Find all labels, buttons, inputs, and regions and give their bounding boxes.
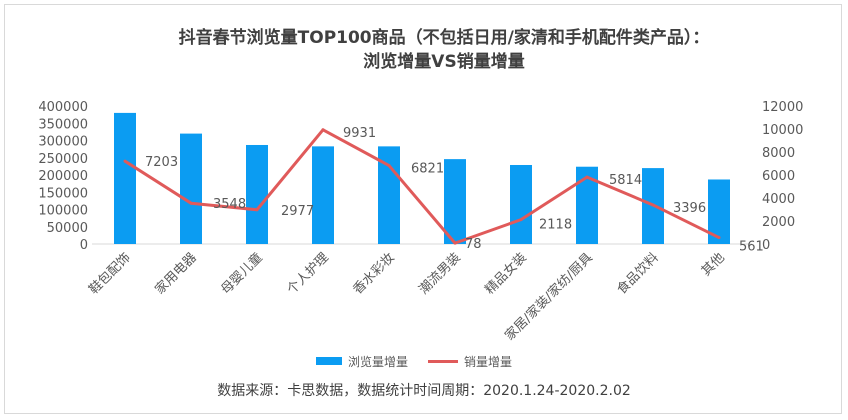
x-tick-label: 香水彩妆 (350, 250, 397, 297)
legend-label-views: 浏览量增量 (348, 354, 409, 369)
y-left-tick-label: 250000 (38, 152, 88, 167)
legend-item-views: 浏览量增量 (316, 352, 408, 370)
y-left-tick-label: 400000 (38, 100, 88, 115)
line-point (387, 164, 391, 168)
chart-title: 抖音春节浏览量TOP100商品（不包括日用/家清和手机配件类产品）： 浏览增量V… (0, 26, 848, 74)
y-left-tick-label: 50000 (47, 221, 88, 236)
y-right-tick-label: 0 (762, 238, 770, 253)
y-left-tick-label: 150000 (38, 186, 88, 201)
y-left-tick-label: 100000 (38, 204, 88, 219)
y-right-tick-label: 8000 (762, 146, 795, 161)
data-label: 5814 (609, 173, 642, 188)
chart-legend: 浏览量增量 销量增量 (0, 352, 848, 370)
x-tick-label: 食品饮料 (614, 250, 662, 298)
line-point (519, 218, 523, 222)
chart-frame (4, 4, 842, 414)
data-label: 3548 (213, 197, 246, 212)
x-tick-label: 个人护理 (284, 250, 331, 297)
line-point (123, 159, 127, 163)
y-right-tick-label: 4000 (762, 192, 795, 207)
x-tick-label: 鞋包配饰 (86, 250, 134, 298)
y-left-tick-label: 350000 (38, 117, 88, 132)
bar (246, 144, 268, 244)
x-tick-label: 精品女装 (482, 250, 530, 298)
y-left-tick-label: 300000 (38, 135, 88, 150)
y-left-tick-label: 200000 (38, 169, 88, 184)
line-point (651, 203, 655, 207)
legend-item-sales: 销量增量 (428, 352, 512, 370)
data-label: 2118 (539, 218, 572, 233)
y-right-tick-label: 12000 (762, 100, 803, 115)
legend-line-swatch (428, 359, 458, 363)
bar (114, 112, 136, 245)
data-label: 78 (465, 237, 482, 252)
y-right-tick-label: 10000 (762, 123, 803, 138)
line-point (189, 201, 193, 205)
bar (312, 146, 334, 244)
line-point (255, 208, 259, 212)
data-label: 3396 (673, 201, 706, 216)
data-label: 561 (739, 240, 764, 255)
bar (708, 179, 730, 244)
y-right-tick-label: 2000 (762, 215, 795, 230)
chart-title-line2: 浏览增量VS销量增量 (363, 52, 525, 72)
line-point (585, 175, 589, 179)
x-tick-label: 其他 (699, 250, 728, 279)
legend-bar-swatch (316, 357, 342, 365)
source-note: 数据来源：卡思数据，数据统计时间周期：2020.1.24-2020.2.02 (217, 383, 631, 399)
bar (576, 166, 598, 244)
bar (510, 164, 532, 244)
legend-label-sales: 销量增量 (464, 354, 513, 369)
x-tick-label: 家用电器 (152, 250, 200, 298)
data-label: 2977 (281, 204, 314, 219)
data-label: 7203 (145, 155, 178, 170)
bar (180, 133, 202, 244)
line-point (717, 236, 721, 240)
x-tick-label: 母婴儿童 (218, 250, 266, 298)
line-point (453, 241, 457, 245)
chart-title-line1: 抖音春节浏览量TOP100商品（不包括日用/家清和手机配件类产品）： (178, 28, 710, 48)
bar (444, 159, 466, 244)
data-label: 9931 (343, 126, 376, 141)
line-point (321, 128, 325, 132)
y-right-tick-label: 6000 (762, 169, 795, 184)
x-tick-label: 潮流男装 (416, 250, 463, 297)
y-left-tick-label: 0 (80, 238, 88, 253)
sales-line (124, 128, 720, 245)
data-label: 6821 (411, 162, 444, 177)
